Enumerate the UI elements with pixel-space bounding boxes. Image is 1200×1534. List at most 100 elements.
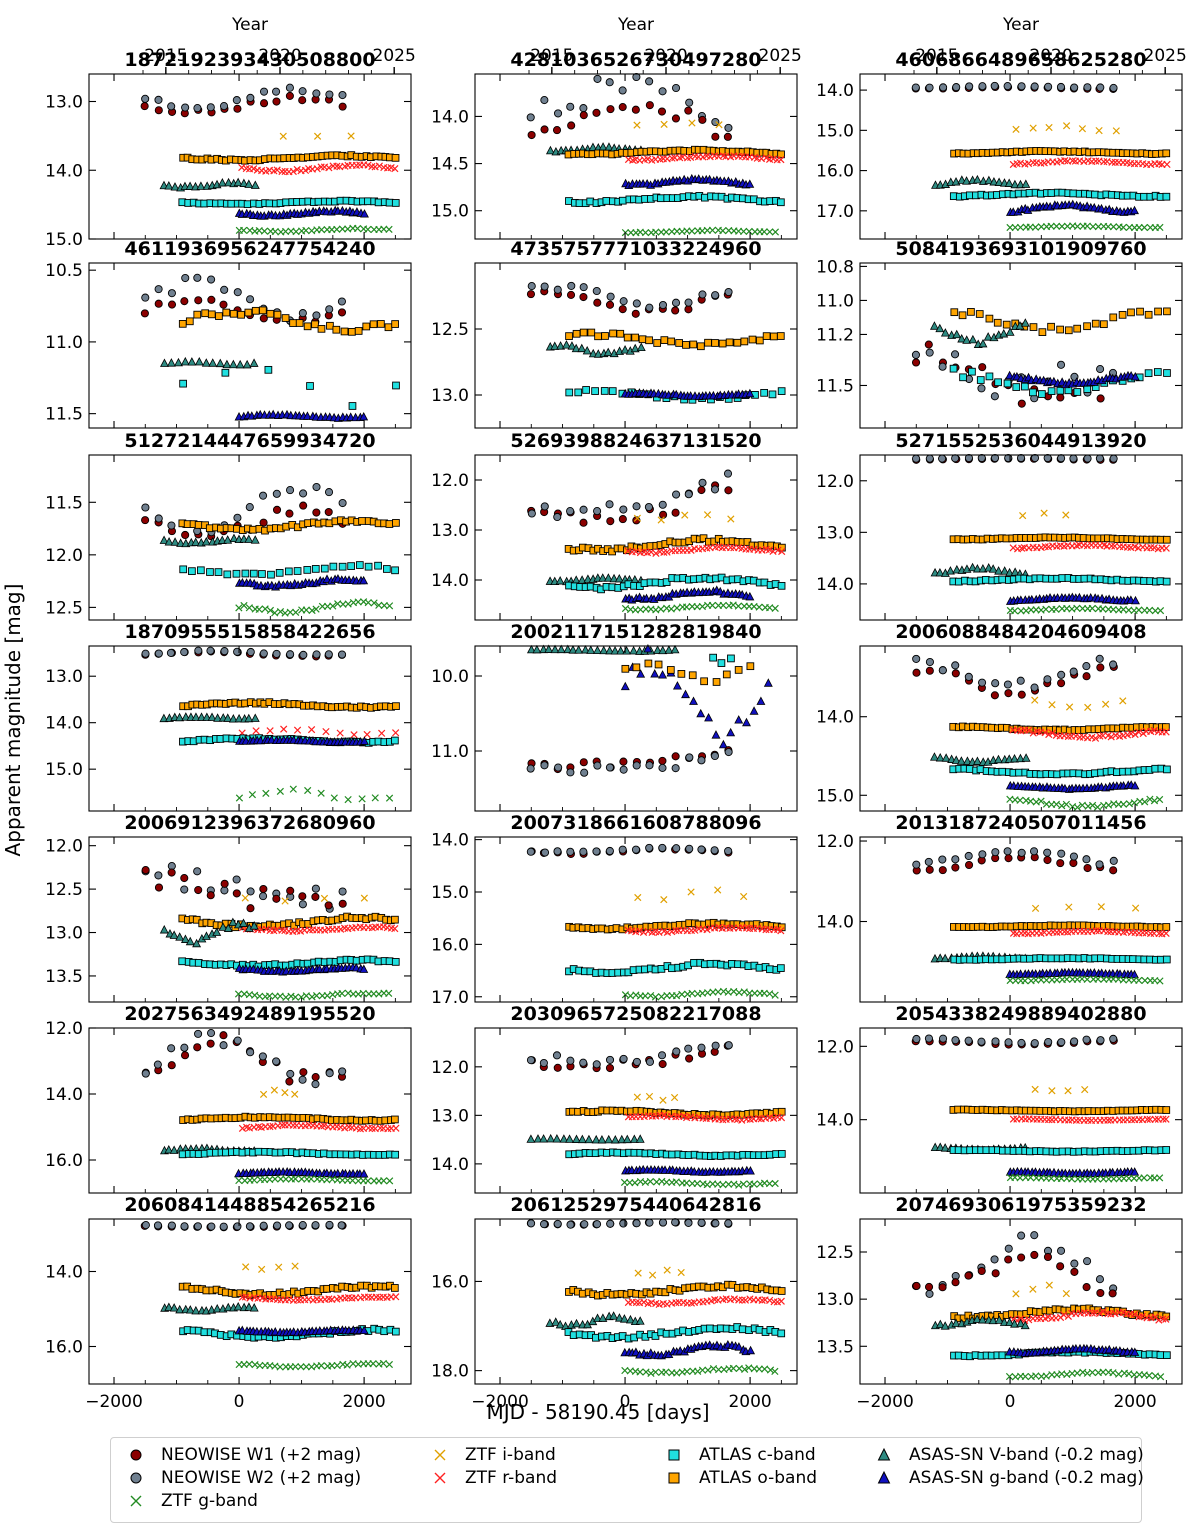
point-atc xyxy=(1047,954,1056,963)
top-tick-label: 2020 xyxy=(1029,46,1072,66)
point-ztfr xyxy=(1127,1116,1136,1124)
point-asv xyxy=(235,359,245,369)
point-ztfg xyxy=(1135,976,1143,985)
point-ztfg xyxy=(256,992,264,1000)
point-ato xyxy=(1162,535,1171,544)
point-ztfg xyxy=(240,226,248,234)
point-atc xyxy=(355,561,364,569)
point-w1 xyxy=(1069,858,1078,868)
point-ztfr xyxy=(1162,544,1170,552)
point-ztfr xyxy=(289,1121,297,1129)
point-ztfg xyxy=(271,1175,279,1183)
point-w2 xyxy=(141,1221,150,1230)
point-ztfg xyxy=(1141,798,1149,806)
point-w1 xyxy=(1017,399,1026,408)
point-ato xyxy=(295,319,304,327)
point-w1 xyxy=(912,1281,921,1290)
point-asg xyxy=(745,388,755,398)
point-asv xyxy=(556,341,566,350)
point-w2 xyxy=(246,1048,255,1057)
point-asg xyxy=(1130,780,1140,790)
point-w2 xyxy=(194,646,203,655)
point-w2 xyxy=(592,847,601,856)
point-w2 xyxy=(553,847,562,856)
point-atc xyxy=(197,566,205,575)
point-w2 xyxy=(685,98,694,107)
point-w2 xyxy=(286,1069,295,1078)
point-ztfg xyxy=(1037,797,1045,805)
point-ato xyxy=(594,332,602,341)
point-asv xyxy=(935,753,945,762)
point-ztfr xyxy=(1159,1315,1167,1323)
y-tick-label: 14.0 xyxy=(431,1155,469,1175)
point-ato xyxy=(385,520,394,528)
point-asv xyxy=(175,932,185,941)
point-asv xyxy=(962,176,971,185)
point-w1 xyxy=(324,901,333,910)
point-ztfg xyxy=(304,786,312,795)
point-asv xyxy=(952,329,962,339)
point-asv xyxy=(609,573,619,583)
point-atc xyxy=(1129,955,1137,963)
point-asv xyxy=(159,535,169,544)
point-asg xyxy=(681,689,691,699)
point-ztfg xyxy=(1021,1372,1029,1381)
point-w2 xyxy=(1056,1246,1066,1255)
point-w1 xyxy=(567,121,576,130)
point-ztfg xyxy=(750,1180,758,1188)
point-asv xyxy=(994,1315,1004,1324)
point-w2 xyxy=(938,666,947,675)
point-w2 xyxy=(193,273,202,282)
panel-title: 2060841448854265216 xyxy=(124,1194,375,1216)
point-atc xyxy=(391,1327,400,1336)
point-ztfr xyxy=(1104,1309,1112,1318)
point-w2 xyxy=(645,843,654,852)
point-ztfi xyxy=(633,1093,641,1101)
point-w1 xyxy=(219,300,228,309)
point-w2 xyxy=(579,283,588,292)
point-asv xyxy=(1010,754,1019,763)
point-w1 xyxy=(154,883,164,892)
point-ztfr xyxy=(769,1114,778,1123)
point-w2 xyxy=(246,93,255,102)
point-w2 xyxy=(1057,1038,1066,1047)
point-ztfg xyxy=(1156,795,1164,804)
point-w2 xyxy=(193,1222,203,1231)
point-asv xyxy=(229,533,239,543)
x-marker-icon xyxy=(434,1449,446,1461)
point-asg xyxy=(746,1345,756,1355)
point-w2 xyxy=(1096,365,1105,374)
point-ato xyxy=(326,321,334,330)
point-asv xyxy=(972,174,982,184)
point-w2 xyxy=(671,298,681,307)
point-ztfg xyxy=(1093,803,1102,811)
point-ztfg xyxy=(1083,975,1091,983)
point-atc xyxy=(320,564,329,573)
point-w1 xyxy=(1004,689,1013,698)
point-asv xyxy=(1020,1320,1030,1330)
point-asv xyxy=(191,712,201,721)
point-ztfg xyxy=(282,1175,290,1183)
point-ztfg xyxy=(289,785,297,793)
point-asv xyxy=(239,918,248,927)
point-asv xyxy=(201,358,211,367)
point-ztfg xyxy=(1099,605,1107,613)
point-asv xyxy=(972,564,982,573)
point-atc xyxy=(608,387,617,395)
point-ato xyxy=(667,337,676,346)
point-ztfr xyxy=(663,548,671,556)
point-ztfi xyxy=(320,894,329,902)
point-ztfr xyxy=(1041,729,1049,737)
point-w1 xyxy=(259,99,269,108)
point-ato xyxy=(1162,1106,1171,1114)
point-ato xyxy=(311,320,319,329)
point-w1 xyxy=(1030,1250,1039,1259)
top-tick-label: 2020 xyxy=(258,46,301,66)
point-asv xyxy=(577,343,587,353)
point-w2 xyxy=(539,1058,548,1068)
point-w2 xyxy=(1043,848,1052,857)
point-w1 xyxy=(1043,1252,1053,1262)
point-asv xyxy=(935,323,945,333)
point-ztfr xyxy=(731,1115,739,1123)
y-tick-label: 16.0 xyxy=(431,1272,469,1292)
